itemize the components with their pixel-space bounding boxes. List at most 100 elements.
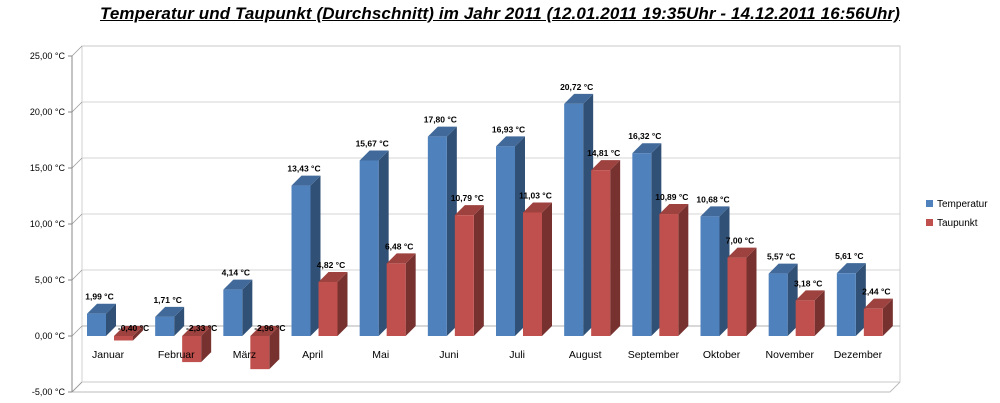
- y-tick-label: 20,00 °C: [30, 107, 66, 117]
- bar-front: [564, 103, 584, 336]
- bar-side: [882, 298, 893, 336]
- bar-top: [318, 272, 348, 283]
- category-label: Mai: [372, 349, 389, 361]
- bar-top: [182, 326, 212, 336]
- gridline-diag: [71, 213, 83, 225]
- bar-taupunkt-juni: [454, 205, 484, 336]
- gridline-diag: [71, 381, 83, 393]
- bar-top: [523, 202, 552, 213]
- bar-temperatur-märz: [223, 279, 253, 336]
- bar-taupunkt-august: [591, 160, 621, 336]
- bar-front: [659, 214, 679, 336]
- bar-side: [405, 253, 416, 336]
- bar-top: [359, 150, 389, 161]
- data-label: 5,57 °C: [767, 252, 795, 262]
- bar-front: [863, 308, 883, 336]
- category-label: März: [233, 349, 256, 361]
- bar-front: [318, 282, 338, 336]
- floor-right-edge: [889, 381, 901, 393]
- bar-front: [727, 257, 747, 336]
- data-label: 1,71 °C: [153, 295, 181, 305]
- legend-label-taupunkt: Taupunkt: [937, 218, 978, 229]
- bar-taupunkt-juli: [523, 202, 552, 336]
- bar-top: [87, 303, 116, 314]
- bar-side: [542, 202, 552, 336]
- bar-front: [386, 263, 406, 336]
- bar-taupunkt-oktober: [727, 247, 757, 336]
- bar-temperatur-juli: [496, 136, 525, 336]
- gridline-diag: [71, 101, 83, 113]
- data-label: 10,79 °C: [451, 193, 484, 203]
- bar-top: [223, 279, 253, 290]
- data-label: -2,33 °C: [186, 323, 217, 333]
- gridline-diag: [71, 269, 83, 281]
- bar-front: [291, 185, 311, 336]
- category-label: August: [569, 349, 602, 361]
- bar-temperatur-juni: [427, 126, 457, 336]
- bar-top: [727, 247, 757, 258]
- category-label: Dezember: [834, 349, 883, 361]
- bar-front: [496, 146, 515, 336]
- category-label: April: [302, 349, 323, 361]
- bar-side: [310, 175, 321, 336]
- bar-side: [106, 303, 116, 336]
- data-label: 3,18 °C: [794, 278, 822, 288]
- bar-temperatur-september: [632, 143, 662, 336]
- bar-side: [651, 143, 662, 336]
- bar-side: [378, 150, 389, 336]
- category-label: Februar: [158, 349, 195, 361]
- data-label: 16,93 °C: [492, 124, 525, 134]
- bar-top: [863, 298, 893, 309]
- bar-temperatur-dezember: [836, 263, 866, 336]
- data-label: 11,03 °C: [519, 190, 552, 200]
- data-labels: 1,99 °C -0,40 °C 1,71 °C -2,33 °C 4,14 °C -2,…: [85, 82, 890, 333]
- bar-temperatur-februar: [155, 306, 185, 336]
- gridline-diag: [71, 325, 83, 337]
- bar-top: [427, 126, 457, 137]
- data-label: 15,67 °C: [356, 138, 389, 148]
- bar-top: [454, 205, 484, 216]
- y-tick-label: 25,00 °C: [30, 51, 66, 61]
- bar-side: [515, 136, 525, 336]
- bar-side: [337, 272, 348, 336]
- category-label: Januar: [92, 349, 125, 361]
- bar-taupunkt-mai: [386, 253, 416, 336]
- data-label: 1,99 °C: [85, 292, 113, 302]
- y-axis: -5,00 °C 0,00 °C 5,00 °C 10,00 °C 15,00 °C 20…: [30, 51, 73, 397]
- bar-taupunkt-april: [318, 272, 348, 336]
- bar-side: [446, 126, 457, 336]
- gridline-diag: [71, 45, 83, 57]
- bar-top: [700, 206, 730, 217]
- bar-temperatur-august: [564, 93, 594, 336]
- data-label: 6,48 °C: [385, 241, 413, 251]
- category-label: November: [766, 349, 815, 361]
- gridlines: [71, 45, 901, 393]
- bar-front: [768, 273, 788, 336]
- bar-top: [768, 263, 798, 274]
- bars: [87, 93, 893, 370]
- bar-taupunkt-märz: [250, 326, 280, 370]
- legend-label-temperatur: Temperatur: [937, 199, 988, 210]
- data-label: 13,43 °C: [287, 164, 320, 174]
- y-tick-label: 0,00 °C: [35, 331, 66, 341]
- y-tick-label: 5,00 °C: [35, 275, 66, 285]
- bar-front: [700, 216, 720, 336]
- bar-side: [814, 290, 825, 336]
- data-label: -2,96 °C: [254, 323, 285, 333]
- chart-title: Temperatur und Taupunkt (Durchschnitt) i…: [100, 4, 900, 23]
- bar-side: [583, 93, 594, 336]
- data-label: 10,89 °C: [655, 192, 688, 202]
- legend[interactable]: Temperatur Taupunkt: [926, 199, 988, 229]
- bar-temperatur-mai: [359, 150, 389, 336]
- bar-front: [454, 215, 474, 336]
- data-label: 20,72 °C: [560, 82, 593, 92]
- bar-front: [359, 160, 379, 336]
- bar-side: [746, 247, 757, 336]
- bar-side: [719, 206, 730, 336]
- bar-taupunkt-februar: [182, 326, 212, 363]
- gridline-diag: [71, 157, 83, 169]
- bar-side: [610, 160, 621, 336]
- data-label: 17,80 °C: [424, 115, 457, 125]
- category-label: Oktober: [703, 349, 741, 361]
- bar-top: [155, 306, 185, 317]
